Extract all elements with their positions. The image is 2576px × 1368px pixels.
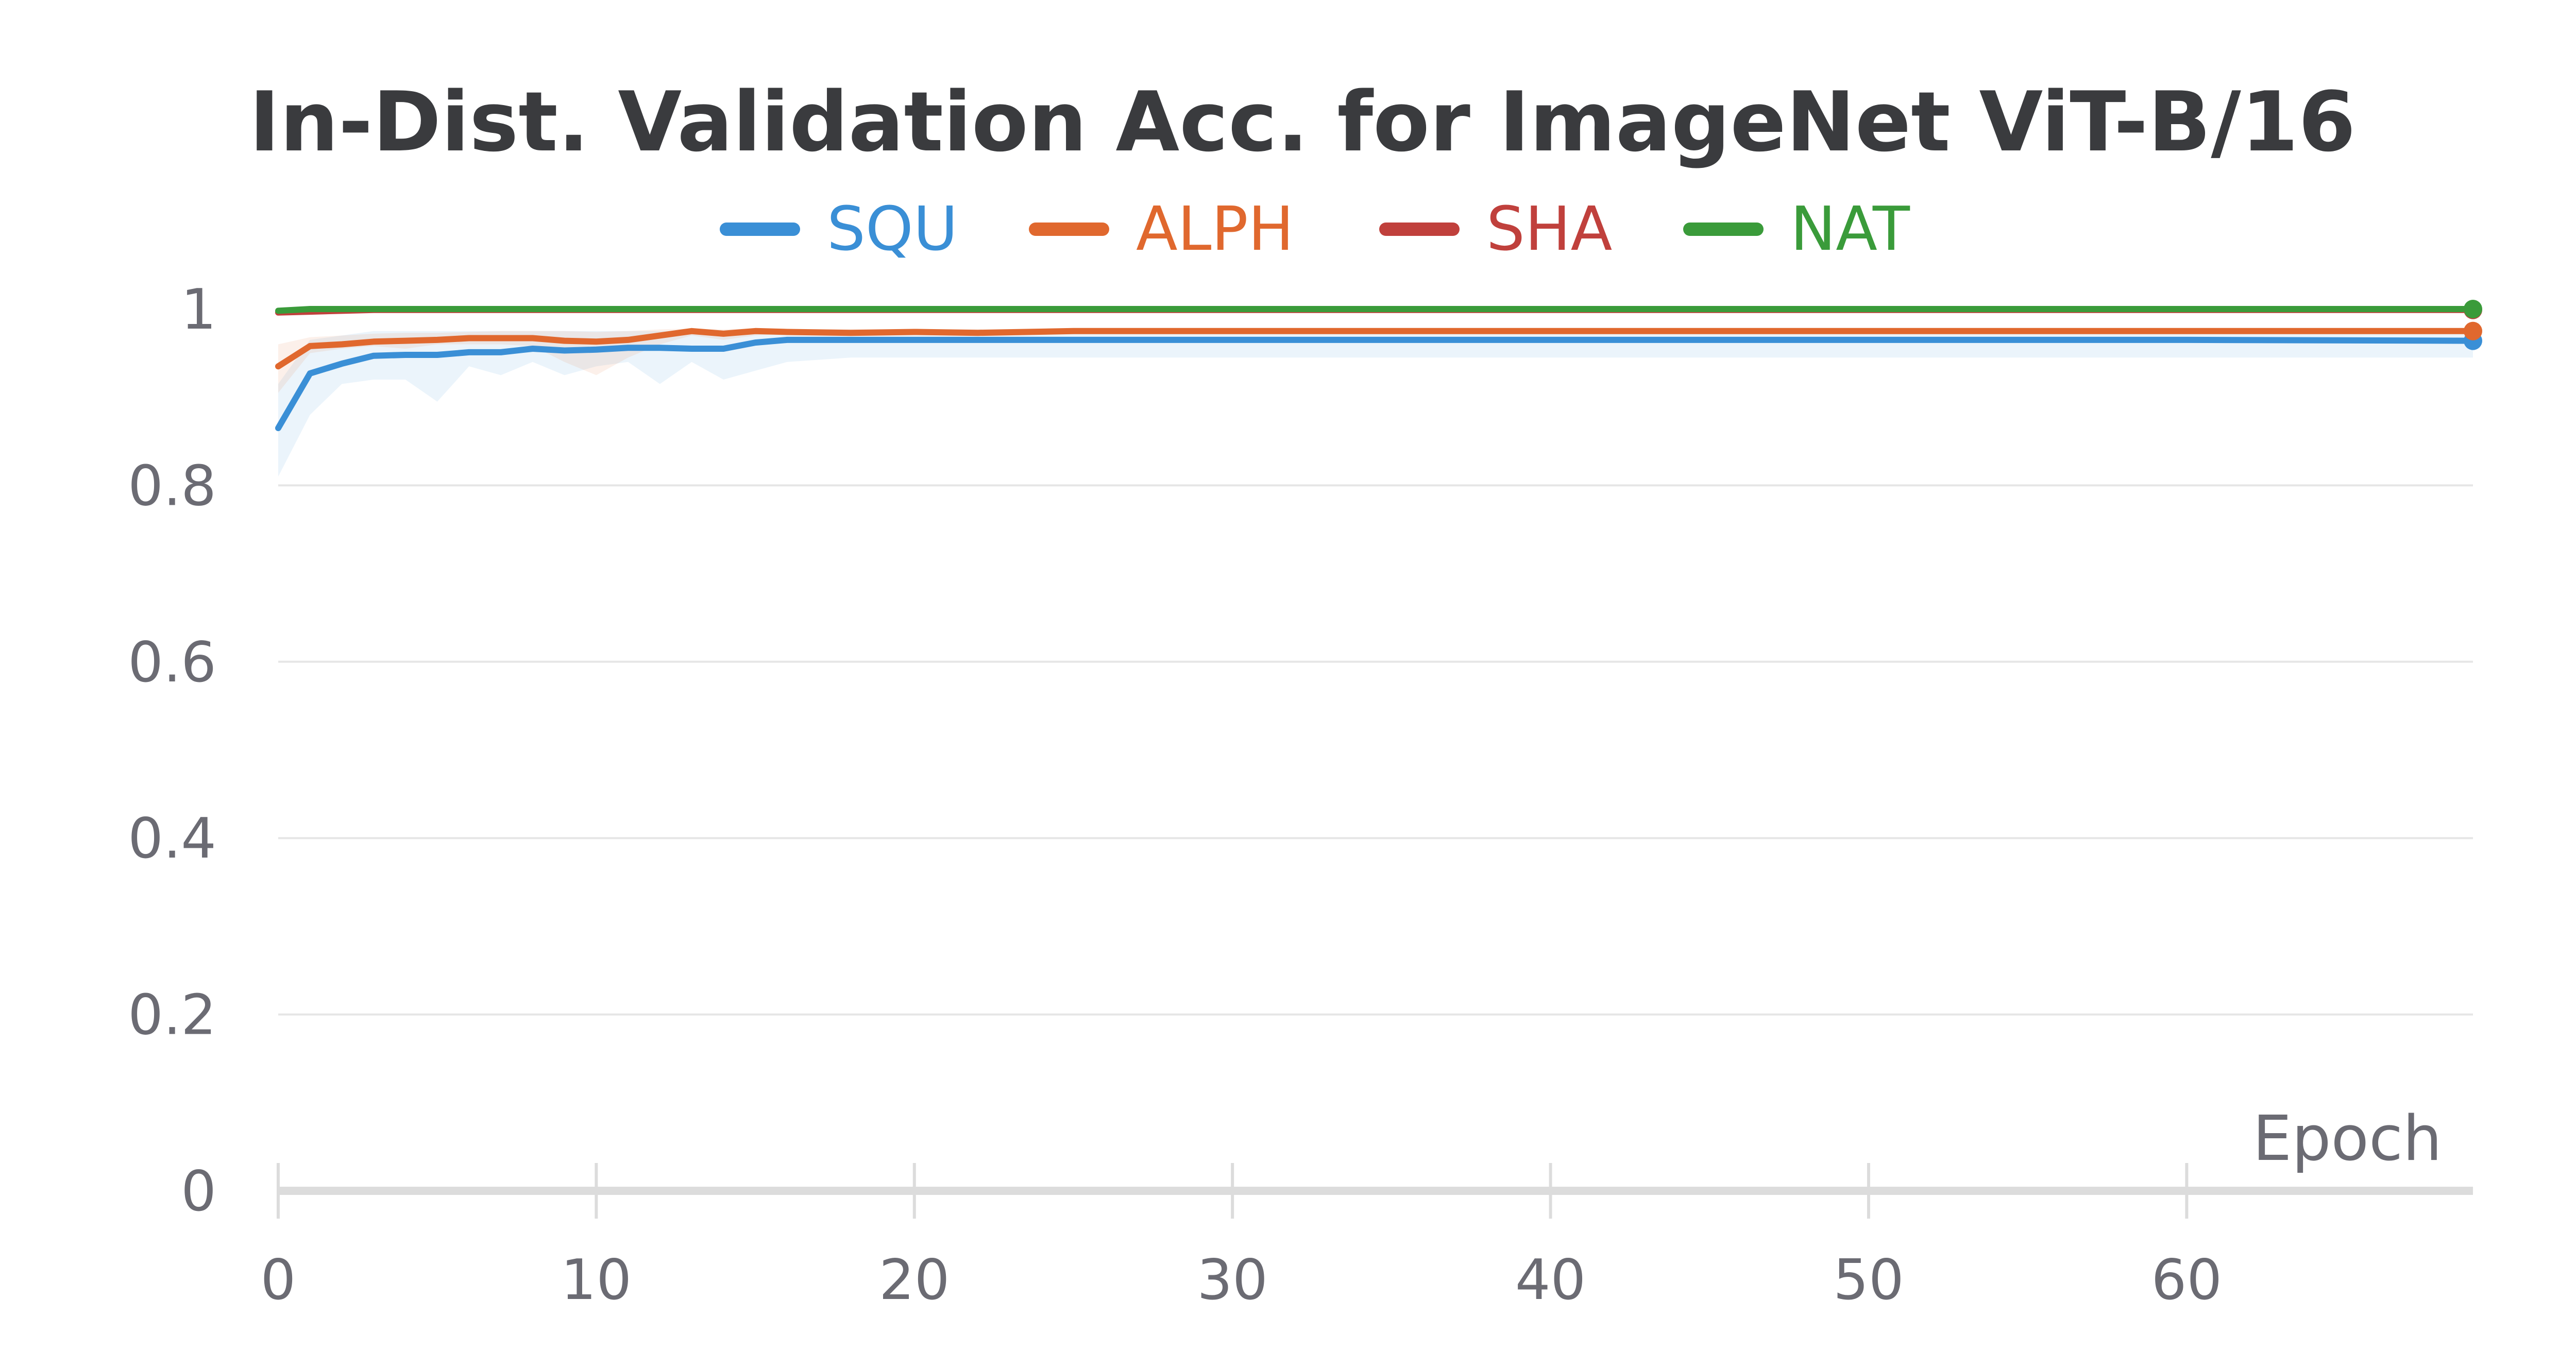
- series-endpoints: [2464, 300, 2482, 350]
- chart-title: In-Dist. Validation Acc. for ImageNet Vi…: [249, 74, 2356, 170]
- y-tick-label: 0.6: [128, 630, 216, 695]
- series-line: [275, 336, 2476, 432]
- series-endpoint: [2464, 300, 2482, 318]
- series-endpoint: [2464, 321, 2482, 340]
- legend-label: NAT: [1790, 193, 1910, 264]
- series-lines: [275, 306, 2476, 432]
- confidence-band: [278, 331, 2473, 477]
- confidence-bands: [278, 328, 2473, 477]
- x-tick-label: 30: [1197, 1248, 1267, 1312]
- y-tick-label: 0.4: [128, 807, 216, 871]
- legend-label: SQU: [827, 193, 958, 264]
- x-tick-label: 50: [1833, 1248, 1904, 1312]
- series-line: [275, 306, 2476, 314]
- y-tick-label: 0: [181, 1159, 216, 1224]
- y-tick-label: 1: [181, 278, 216, 342]
- y-tick-label: 0.8: [128, 454, 216, 518]
- series-line: [275, 328, 2476, 370]
- x-tick-label: 0: [261, 1248, 296, 1312]
- grid-lines: [278, 308, 2473, 1016]
- x-axis-label: Epoch: [2253, 1103, 2442, 1175]
- y-tick-label: 0.2: [128, 983, 216, 1048]
- x-tick-label: 60: [2151, 1248, 2222, 1312]
- legend-label: SHA: [1486, 193, 1612, 264]
- x-tick-label: 20: [879, 1248, 950, 1312]
- legend-label: ALPH: [1136, 193, 1294, 264]
- x-tick-label: 40: [1515, 1248, 1586, 1312]
- confidence-band: [278, 328, 2473, 393]
- x-tick-label: 10: [561, 1248, 632, 1312]
- axes: 00.20.40.60.810 10 20 30 40 50 60: [128, 278, 2473, 1312]
- legend: SQU ALPH SHA NAT: [720, 193, 1910, 264]
